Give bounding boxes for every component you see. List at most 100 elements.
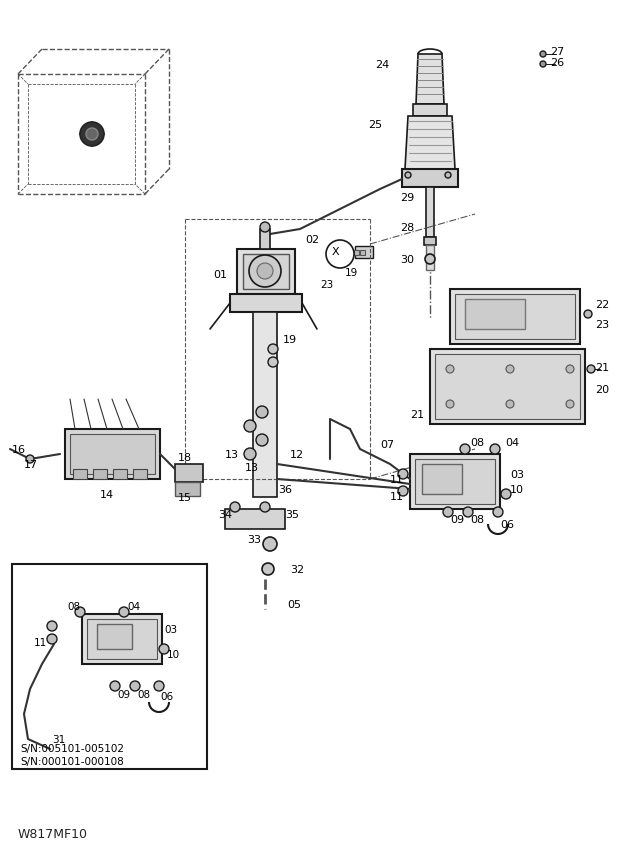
Text: 11: 11 (390, 491, 404, 502)
Bar (450, 290, 580, 345)
Text: 10: 10 (510, 485, 524, 495)
Text: 02: 02 (305, 235, 319, 245)
Circle shape (47, 635, 57, 644)
Text: 05: 05 (287, 600, 301, 609)
Circle shape (260, 223, 270, 233)
Text: 06: 06 (160, 691, 173, 701)
Text: 10: 10 (167, 649, 180, 659)
Circle shape (256, 434, 268, 446)
Bar (65, 430, 160, 479)
Circle shape (262, 563, 274, 575)
Text: 18: 18 (178, 452, 192, 462)
Circle shape (501, 490, 511, 499)
Circle shape (257, 264, 273, 280)
Text: 20: 20 (595, 385, 609, 395)
Circle shape (463, 508, 473, 518)
Bar (70, 434, 155, 474)
Circle shape (268, 345, 278, 355)
Text: 14: 14 (100, 490, 114, 499)
Bar (260, 229, 270, 250)
Text: 13: 13 (225, 450, 239, 460)
Circle shape (446, 401, 454, 409)
Text: 15: 15 (178, 492, 192, 502)
Text: 04: 04 (127, 601, 140, 612)
Circle shape (398, 469, 408, 479)
Text: 19: 19 (345, 268, 358, 278)
Circle shape (425, 255, 435, 264)
Circle shape (256, 407, 268, 419)
Circle shape (260, 502, 270, 513)
Text: 06: 06 (500, 519, 514, 530)
Text: 12: 12 (290, 450, 304, 460)
Text: 17: 17 (24, 460, 38, 469)
Circle shape (445, 173, 451, 179)
Bar (410, 455, 500, 509)
Text: 11: 11 (390, 474, 404, 485)
Text: 03: 03 (164, 624, 177, 635)
Text: 23: 23 (595, 320, 609, 329)
Text: 29: 29 (400, 193, 414, 203)
Bar (422, 464, 462, 495)
Bar (402, 170, 458, 188)
Text: 08: 08 (137, 689, 150, 699)
Text: 21: 21 (595, 363, 609, 373)
Text: 36: 36 (278, 485, 292, 495)
Text: 09: 09 (450, 514, 464, 525)
Text: 13: 13 (245, 462, 259, 473)
Text: 22: 22 (595, 299, 609, 310)
Text: 26: 26 (550, 58, 564, 68)
Text: 16: 16 (12, 444, 26, 455)
Circle shape (26, 456, 34, 463)
Bar (237, 250, 295, 294)
Text: 11: 11 (34, 637, 47, 647)
Bar (426, 246, 434, 270)
Circle shape (75, 607, 85, 618)
Text: 23: 23 (320, 280, 334, 290)
Circle shape (493, 508, 503, 518)
Circle shape (446, 366, 454, 374)
Circle shape (47, 621, 57, 631)
Text: 21: 21 (410, 409, 424, 420)
Circle shape (506, 401, 514, 409)
Bar (82, 614, 162, 664)
Text: 34: 34 (218, 509, 232, 519)
Circle shape (244, 449, 256, 461)
Circle shape (490, 444, 500, 455)
Text: 35: 35 (285, 509, 299, 519)
Text: 03: 03 (510, 469, 524, 479)
Bar (133, 469, 147, 479)
Bar (465, 299, 525, 329)
Circle shape (540, 52, 546, 58)
Circle shape (587, 366, 595, 374)
Circle shape (566, 401, 574, 409)
Circle shape (268, 357, 278, 368)
Text: 24: 24 (375, 60, 389, 70)
Bar (225, 509, 285, 530)
Text: 28: 28 (400, 223, 414, 233)
Text: 08: 08 (470, 514, 484, 525)
Text: 07: 07 (380, 439, 394, 450)
Bar (12, 565, 207, 769)
Bar (113, 469, 127, 479)
Bar (87, 619, 157, 659)
Bar (413, 105, 447, 117)
Circle shape (119, 607, 129, 618)
Circle shape (263, 537, 277, 551)
Circle shape (540, 62, 546, 68)
Bar (175, 464, 203, 483)
Bar (424, 238, 436, 246)
Circle shape (244, 421, 256, 432)
Text: X: X (331, 247, 339, 257)
Bar (97, 624, 132, 649)
Bar (230, 294, 302, 313)
Text: 19: 19 (283, 334, 297, 345)
Circle shape (460, 444, 470, 455)
Text: 33: 33 (247, 534, 261, 544)
Circle shape (443, 508, 453, 518)
Bar (354, 251, 359, 256)
Circle shape (80, 123, 104, 147)
Circle shape (326, 241, 354, 269)
Circle shape (506, 366, 514, 374)
Text: S/N:005101-005102: S/N:005101-005102 (20, 743, 124, 753)
Text: 09: 09 (117, 689, 130, 699)
